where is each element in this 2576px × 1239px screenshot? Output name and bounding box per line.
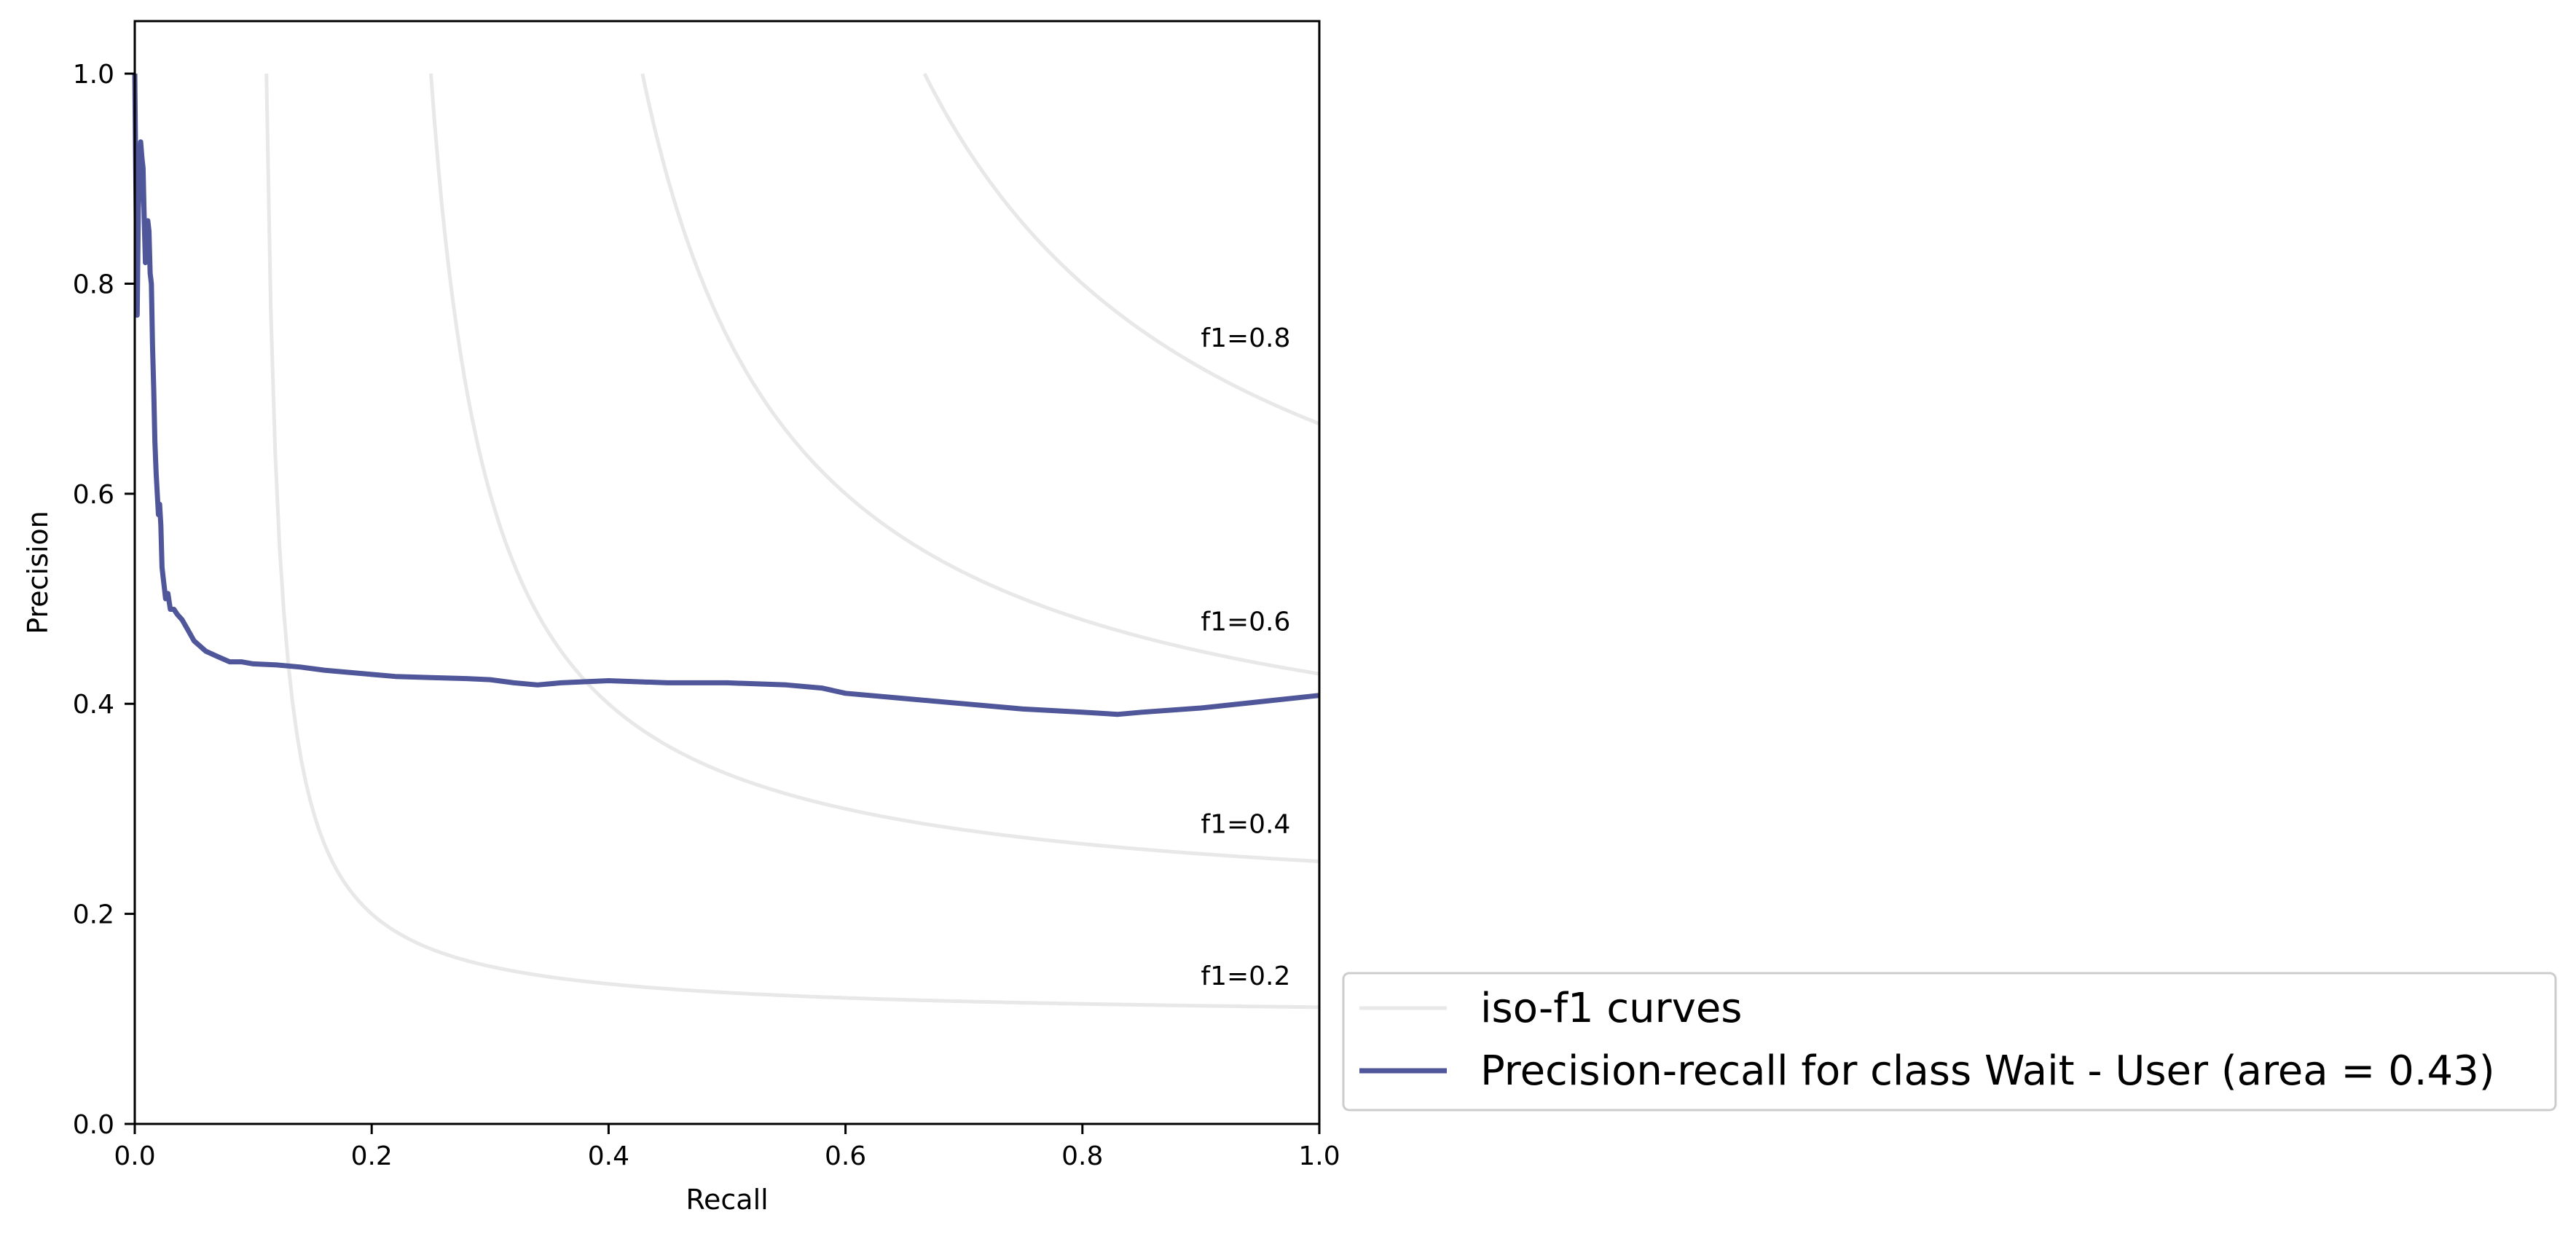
y-axis: 0.0 0.2 0.4 0.6 0.8 1.0	[73, 60, 135, 1140]
x-tick-label-0.8: 0.8	[1061, 1141, 1103, 1171]
x-tick-label-0.0: 0.0	[114, 1141, 155, 1171]
iso-f1-curve-0.4	[429, 73, 1320, 863]
y-tick-label-0.2: 0.2	[73, 900, 114, 930]
iso-f1-label-0.8: f1=0.8	[1201, 323, 1290, 353]
iso-f1-curve-0.2	[264, 74, 1320, 1010]
y-tick-label-0.6: 0.6	[73, 480, 114, 510]
x-axis: 0.0 0.2 0.4 0.6 0.8 1.0	[114, 1124, 1340, 1171]
legend-label-iso-f1: iso-f1 curves	[1480, 985, 1742, 1032]
y-tick-label-0.8: 0.8	[73, 270, 114, 299]
legend-label-pr-curve: Precision-recall for class Wait - User (…	[1480, 1047, 2495, 1095]
x-axis-label: Recall	[686, 1184, 768, 1216]
y-tick-label-0.4: 0.4	[73, 690, 114, 720]
iso-f1-curve-0.8	[922, 72, 1320, 426]
legend-box	[1342, 972, 2557, 1112]
iso-f1-label-0.2: f1=0.2	[1201, 961, 1290, 991]
iso-f1-curve-0.6	[640, 73, 1320, 676]
y-axis-label: Precision	[22, 511, 54, 634]
pr-curve-layer	[132, 74, 1320, 717]
y-tick-label-0.0: 0.0	[73, 1110, 114, 1140]
iso-f1-label-0.6: f1=0.6	[1201, 607, 1290, 637]
x-tick-label-1.0: 1.0	[1298, 1141, 1340, 1171]
iso-f1-curves-layer: f1=0.2 f1=0.4 f1=0.6 f1=0.8	[264, 72, 1320, 1010]
x-tick-label-0.6: 0.6	[825, 1141, 866, 1171]
pr-curve-line-0	[132, 74, 1320, 717]
legend: iso-f1 curves Precision-recall for class…	[1342, 972, 2557, 1112]
x-tick-label-0.4: 0.4	[588, 1141, 629, 1171]
x-tick-label-0.2: 0.2	[351, 1141, 393, 1171]
plot-frame	[133, 20, 1321, 1125]
y-tick-label-1.0: 1.0	[73, 60, 114, 90]
iso-f1-label-0.4: f1=0.4	[1201, 809, 1290, 839]
